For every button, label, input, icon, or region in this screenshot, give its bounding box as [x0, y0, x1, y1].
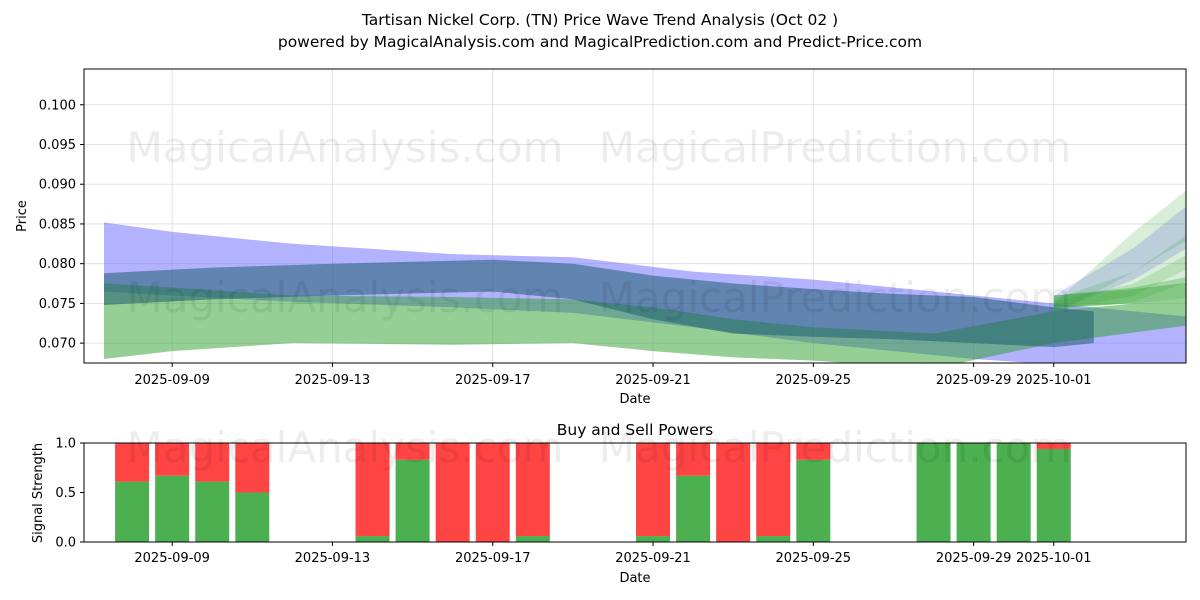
signal-x-tick-label: 2025-09-29 — [936, 551, 1012, 566]
price-band-3 — [1053, 206, 1186, 312]
price-x-ticks: 2025-09-09 2025-09-13 2025-09-17 2025-09-21… — [134, 363, 1092, 388]
sell-bar — [195, 443, 230, 482]
watermark-prediction-bottom: MagicalPrediction.com — [599, 423, 1072, 472]
price-y-tick-label: 0.075 — [39, 297, 76, 312]
sell-bar — [115, 443, 150, 482]
signal-x-tick-label: 2025-09-25 — [776, 551, 852, 566]
price-band-2 — [104, 259, 1094, 348]
signal-x-tick-label: 2025-09-21 — [615, 551, 691, 566]
price-x-tick-label: 2025-09-17 — [455, 373, 531, 388]
signal-x-tick-label: 2025-10-01 — [1016, 551, 1092, 566]
signal-y-tick-label: 0.5 — [55, 486, 76, 501]
buy-bar — [355, 536, 390, 542]
price-band-4 — [1053, 190, 1186, 316]
price-y-ticks: 0.070 0.075 0.080 0.085 0.090 0.095 0.100 — [39, 98, 84, 352]
buy-bar — [676, 475, 711, 542]
sell-bar — [235, 443, 270, 493]
sell-bar — [636, 443, 671, 537]
price-y-tick-label: 0.070 — [39, 337, 76, 352]
buy-bar — [235, 492, 270, 542]
signal-y-label: Signal Strength — [31, 443, 46, 543]
price-y-tick-label: 0.100 — [39, 98, 76, 113]
price-band-7 — [1053, 277, 1186, 308]
price-x-tick-label: 2025-09-25 — [776, 373, 852, 388]
buy-bar — [515, 536, 550, 542]
chart-subtitle: powered by MagicalAnalysis.com and Magic… — [278, 33, 922, 51]
signal-y-ticks: 0.0 0.5 1.0 — [55, 437, 84, 551]
buy-bar — [916, 443, 951, 542]
buy-bar — [195, 481, 230, 542]
signal-title: Buy and Sell Powers — [557, 421, 714, 439]
buy-bar — [956, 443, 991, 542]
sell-bar — [435, 443, 470, 542]
signal-x-ticks: 2025-09-09 2025-09-13 2025-09-17 2025-09-21… — [134, 542, 1092, 566]
signal-x-tick-label: 2025-09-09 — [134, 551, 210, 566]
sell-bar — [475, 443, 510, 542]
sell-bar — [716, 443, 751, 542]
sell-bar — [676, 443, 711, 476]
signal-x-tick-label: 2025-09-13 — [295, 551, 371, 566]
buy-bar — [756, 536, 791, 542]
price-band-8 — [1053, 282, 1186, 308]
price-axes-frame — [83, 68, 1187, 364]
price-x-tick-label: 2025-09-29 — [936, 373, 1012, 388]
price-band-1 — [104, 283, 1186, 363]
signal-y-tick-label: 0.0 — [55, 536, 76, 551]
signal-x-tick-label: 2025-09-17 — [455, 551, 531, 566]
sell-bar — [796, 443, 831, 460]
buy-bar — [155, 475, 190, 542]
chart-title: Tartisan Nickel Corp. (TN) Price Wave Tr… — [361, 11, 838, 29]
price-x-tick-label: 2025-09-13 — [295, 373, 371, 388]
sell-bar — [1036, 443, 1071, 449]
sell-bar — [515, 443, 550, 537]
price-x-label: Date — [619, 392, 650, 407]
sell-bar — [155, 443, 190, 476]
price-x-tick-label: 2025-09-21 — [615, 373, 691, 388]
signal-bars — [115, 443, 1071, 542]
price-y-tick-label: 0.095 — [39, 138, 76, 153]
price-band-5 — [1053, 235, 1186, 312]
buy-bar — [1036, 448, 1071, 542]
price-y-tick-label: 0.090 — [39, 178, 76, 193]
watermark-analysis-top: MagicalAnalysis.com — [127, 123, 564, 172]
price-x-tick-label: 2025-09-09 — [134, 373, 210, 388]
buy-bar — [115, 481, 150, 542]
buy-bar — [796, 459, 831, 542]
price-x-tick-label: 2025-10-01 — [1016, 373, 1092, 388]
watermark-prediction-top: MagicalPrediction.com — [599, 123, 1072, 172]
signal-x-label: Date — [619, 571, 650, 586]
price-band-6 — [1053, 255, 1186, 313]
price-y-tick-label: 0.080 — [39, 257, 76, 272]
sell-bar — [355, 443, 390, 537]
price-grid — [84, 69, 1186, 363]
signal-y-tick-label: 1.0 — [55, 437, 76, 452]
watermark-analysis-mid: MagicalAnalysis.com — [127, 273, 564, 322]
price-panel: MagicalAnalysis.com MagicalPrediction.co… — [15, 68, 1187, 407]
buy-bar — [636, 536, 671, 542]
sell-bar — [756, 443, 791, 537]
buy-bar — [395, 459, 430, 542]
price-y-label: Price — [15, 200, 30, 232]
buy-bar — [996, 443, 1031, 542]
price-y-tick-label: 0.085 — [39, 217, 76, 232]
watermark-prediction-mid: MagicalPrediction.com — [599, 273, 1072, 322]
watermark-analysis-bottom: MagicalAnalysis.com — [127, 423, 564, 472]
signal-panel: Buy and Sell Powers MagicalAnalysis.com … — [31, 421, 1187, 586]
sell-bar — [395, 443, 430, 460]
price-bands — [104, 190, 1186, 363]
